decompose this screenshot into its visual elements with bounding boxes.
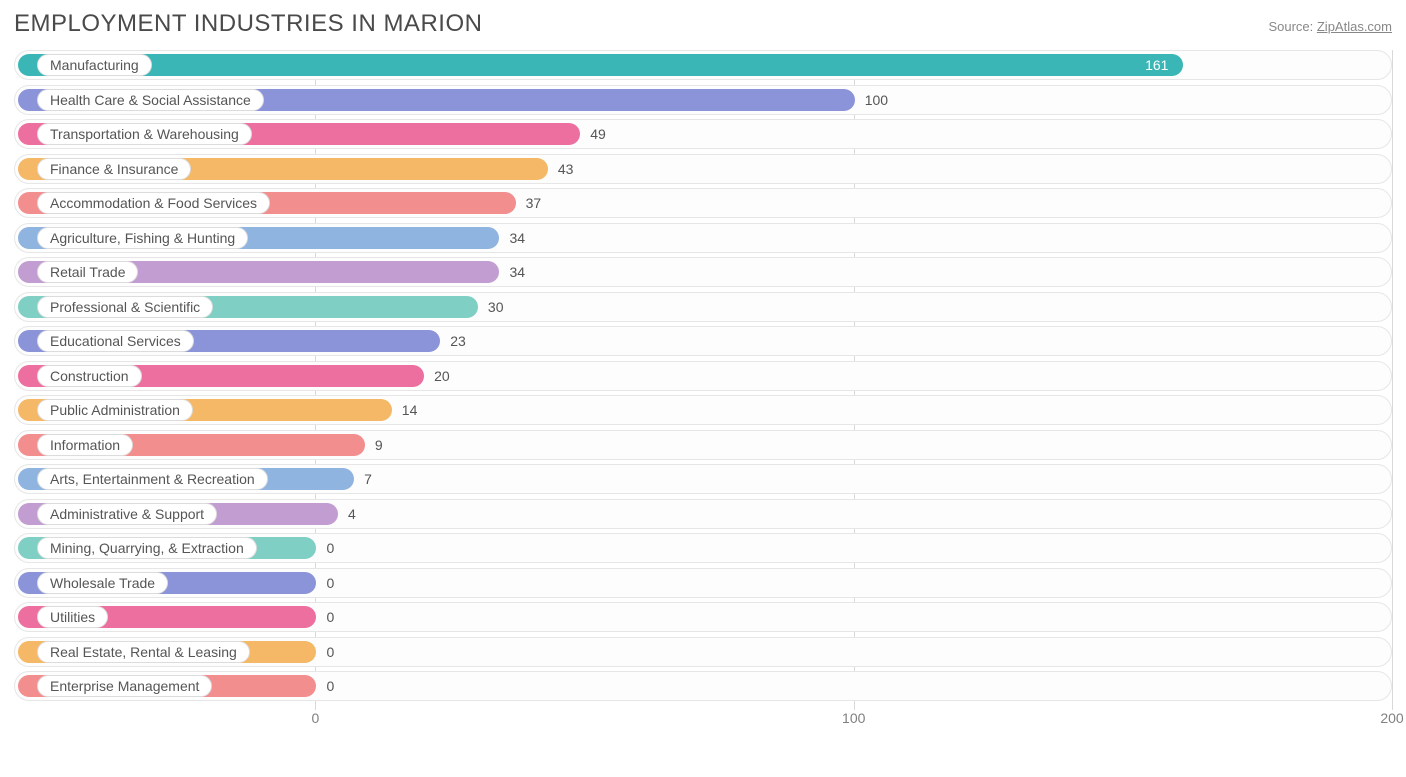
category-label: Construction: [37, 365, 142, 387]
category-label: Retail Trade: [37, 261, 138, 283]
bar-row: Utilities 0: [14, 602, 1392, 632]
category-label: Professional & Scientific: [37, 296, 213, 318]
axis-tick: 0: [312, 710, 320, 726]
value-label: 7: [364, 471, 372, 487]
bar-row: Manufacturing 161: [14, 50, 1392, 80]
category-label: Accommodation & Food Services: [37, 192, 270, 214]
value-label: 49: [590, 126, 606, 142]
value-label: 20: [434, 368, 450, 384]
bar-row: Health Care & Social Assistance 100: [14, 85, 1392, 115]
category-label: Utilities: [37, 606, 108, 628]
value-label: 14: [402, 402, 418, 418]
gridline: [1392, 50, 1393, 710]
value-label: 0: [326, 609, 334, 625]
chart-header: EMPLOYMENT INDUSTRIES IN MARION Source: …: [14, 10, 1392, 38]
bar-row: Administrative & Support 4: [14, 499, 1392, 529]
category-label: Enterprise Management: [37, 675, 212, 697]
bar-row: Public Administration 14: [14, 395, 1392, 425]
value-label: 0: [326, 678, 334, 694]
value-label: 100: [865, 92, 888, 108]
category-label: Finance & Insurance: [37, 158, 191, 180]
bar-row: Enterprise Management 0: [14, 671, 1392, 701]
value-label: 0: [326, 540, 334, 556]
bar-row: Professional & Scientific 30: [14, 292, 1392, 322]
category-label: Public Administration: [37, 399, 193, 421]
value-label: 161: [1145, 57, 1168, 73]
bar-row: Information 9: [14, 430, 1392, 460]
axis-tick: 200: [1380, 710, 1403, 726]
value-label: 23: [450, 333, 466, 349]
bar-row: Construction 20: [14, 361, 1392, 391]
category-label: Wholesale Trade: [37, 572, 168, 594]
bar-fill: [18, 54, 1183, 76]
category-label: Arts, Entertainment & Recreation: [37, 468, 268, 490]
value-label: 0: [326, 575, 334, 591]
bar-row: Transportation & Warehousing 49: [14, 119, 1392, 149]
bar-row: Real Estate, Rental & Leasing 0: [14, 637, 1392, 667]
bar-row: Arts, Entertainment & Recreation 7: [14, 464, 1392, 494]
value-label: 34: [509, 230, 525, 246]
source-link[interactable]: ZipAtlas.com: [1317, 19, 1392, 34]
category-label: Mining, Quarrying, & Extraction: [37, 537, 257, 559]
bar-row: Educational Services 23: [14, 326, 1392, 356]
bar-row: Retail Trade 34: [14, 257, 1392, 287]
source-prefix: Source:: [1268, 19, 1316, 34]
value-label: 9: [375, 437, 383, 453]
source-attribution: Source: ZipAtlas.com: [1268, 19, 1392, 34]
chart-title: EMPLOYMENT INDUSTRIES IN MARION: [14, 10, 482, 38]
axis-tick: 100: [842, 710, 865, 726]
category-label: Health Care & Social Assistance: [37, 89, 264, 111]
bar-row: Agriculture, Fishing & Hunting 34: [14, 223, 1392, 253]
category-label: Educational Services: [37, 330, 194, 352]
value-label: 34: [509, 264, 525, 280]
bar-row: Finance & Insurance 43: [14, 154, 1392, 184]
value-label: 0: [326, 644, 334, 660]
value-label: 43: [558, 161, 574, 177]
category-label: Information: [37, 434, 133, 456]
value-label: 30: [488, 299, 504, 315]
category-label: Manufacturing: [37, 54, 152, 76]
category-label: Agriculture, Fishing & Hunting: [37, 227, 248, 249]
value-label: 37: [526, 195, 542, 211]
x-axis: 0100200: [14, 706, 1392, 730]
category-label: Transportation & Warehousing: [37, 123, 252, 145]
category-label: Real Estate, Rental & Leasing: [37, 641, 250, 663]
category-label: Administrative & Support: [37, 503, 217, 525]
bar-chart: Manufacturing 161 Health Care & Social Ass…: [14, 50, 1392, 740]
bars-container: Manufacturing 161 Health Care & Social Ass…: [14, 50, 1392, 701]
bar-row: Mining, Quarrying, & Extraction 0: [14, 533, 1392, 563]
value-label: 4: [348, 506, 356, 522]
bar-row: Wholesale Trade 0: [14, 568, 1392, 598]
bar-row: Accommodation & Food Services 37: [14, 188, 1392, 218]
